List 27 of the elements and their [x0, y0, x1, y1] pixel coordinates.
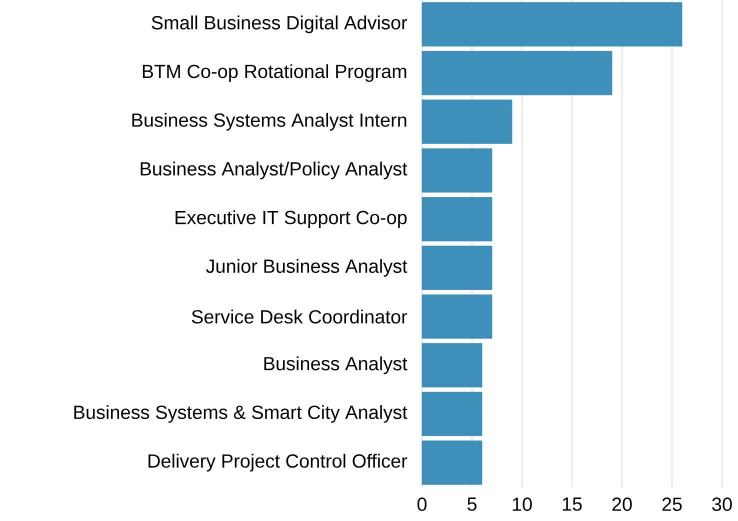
x-tick-label: 5: [467, 498, 476, 511]
y-tick-label: Business Systems Analyst Intern: [132, 112, 406, 131]
x-tick-label: 0: [417, 498, 427, 511]
y-tick-label: Small Business Digital Advisor: [152, 15, 408, 34]
bar: [422, 294, 492, 339]
bar: [422, 440, 482, 485]
y-tick-label: BTM Co-op Rotational Program: [142, 64, 406, 82]
bar: [422, 343, 482, 388]
bar: [422, 2, 682, 46]
bar: [422, 197, 492, 242]
x-tick-label: 20: [612, 498, 632, 511]
bar: [422, 50, 612, 96]
bar: [422, 100, 512, 144]
y-tick-label: Service Desk Coordinator: [192, 310, 408, 324]
x-tick-label: 25: [662, 498, 682, 511]
y-tick-label: Executive IT Support Co-op: [176, 210, 407, 228]
bar: [422, 392, 482, 436]
x-tick-label: 15: [562, 498, 582, 511]
x-tick-label: 30: [712, 498, 732, 511]
x-tick-label: 10: [512, 498, 532, 511]
y-tick-label: Junior Business Analyst: [206, 259, 408, 277]
y-tick-label: Business Systems & Smart City Analyst: [74, 405, 408, 423]
y-tick-label: Business Analyst/Policy Analyst: [140, 162, 408, 180]
bar: [422, 246, 492, 290]
bar: [422, 148, 492, 193]
y-tick-label: Delivery Project Control Officer: [148, 454, 408, 472]
y-tick-label: Business Analyst: [264, 356, 408, 374]
